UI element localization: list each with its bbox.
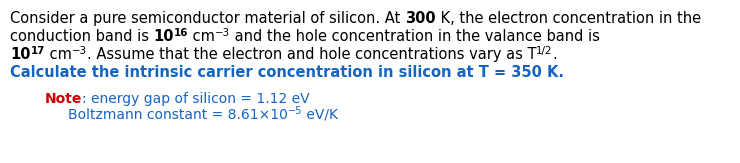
Text: cm: cm: [189, 29, 215, 44]
Text: Boltzmann constant = 8.61×10: Boltzmann constant = 8.61×10: [68, 108, 288, 122]
Text: 1/2: 1/2: [536, 46, 553, 56]
Text: −3: −3: [72, 46, 87, 56]
Text: 10: 10: [154, 29, 174, 44]
Text: eV/K: eV/K: [302, 108, 338, 122]
Text: conduction band is: conduction band is: [10, 29, 154, 44]
Text: cm: cm: [45, 47, 72, 62]
Text: −5: −5: [288, 106, 302, 117]
Text: 300: 300: [405, 11, 436, 26]
Text: −3: −3: [215, 28, 230, 38]
Text: .: .: [553, 47, 557, 62]
Text: 17: 17: [30, 46, 45, 56]
Text: K, the electron concentration in the: K, the electron concentration in the: [436, 11, 701, 26]
Text: Note: Note: [45, 92, 82, 106]
Text: : energy gap of silicon = 1.12 eV: : energy gap of silicon = 1.12 eV: [82, 92, 310, 106]
Text: and the hole concentration in the valance band is: and the hole concentration in the valanc…: [230, 29, 600, 44]
Text: . Assume that the electron and hole concentrations vary as T: . Assume that the electron and hole conc…: [87, 47, 536, 62]
Text: 16: 16: [174, 28, 189, 38]
Text: 10: 10: [10, 47, 30, 62]
Text: Calculate the intrinsic carrier concentration in silicon at T = 350 K.: Calculate the intrinsic carrier concentr…: [10, 65, 564, 80]
Text: Consider a pure semiconductor material of silicon. At: Consider a pure semiconductor material o…: [10, 11, 405, 26]
